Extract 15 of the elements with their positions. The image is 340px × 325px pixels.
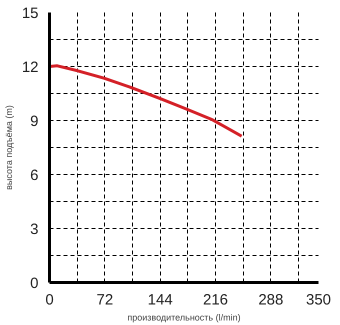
y-tick-label: 15: [22, 5, 39, 22]
y-axis-title: высота подъёма (m): [4, 105, 14, 190]
y-tick-label: 3: [30, 221, 38, 238]
x-tick-label: 216: [203, 292, 228, 308]
x-tick-label: 350: [306, 292, 332, 308]
y-tick-label: 12: [22, 59, 39, 76]
x-tick-label: 0: [45, 292, 54, 308]
y-tick-label: 6: [30, 167, 38, 184]
y-tick-label: 0: [30, 275, 38, 292]
x-tick-label: 144: [148, 292, 173, 308]
x-tick-label: 72: [96, 292, 114, 308]
y-tick-label: 9: [30, 113, 38, 130]
x-tick-label: 288: [258, 292, 284, 308]
x-axis-title: производительность (l/min): [127, 312, 241, 322]
line-series: [50, 64, 244, 138]
